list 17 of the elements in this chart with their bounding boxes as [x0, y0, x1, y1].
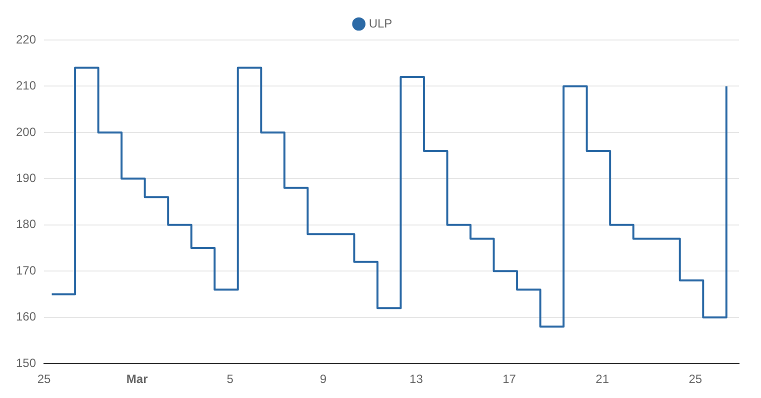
y-tick-label: 220 [16, 32, 36, 46]
x-tick-label: 9 [320, 372, 327, 386]
x-tick-label: 25 [688, 372, 702, 386]
x-tick-label: 13 [410, 372, 424, 386]
legend-label: ULP [368, 16, 392, 30]
y-tick-label: 190 [16, 171, 36, 185]
y-tick-label: 170 [16, 263, 36, 278]
x-tick-label: 25 [37, 372, 52, 386]
x-tick-label: 5 [226, 372, 234, 386]
y-tick-label: 180 [16, 217, 36, 232]
x-tick-label: Mar [126, 372, 148, 386]
y-tick-label: 210 [16, 78, 36, 93]
x-tick-label: 21 [596, 372, 610, 386]
y-tick-label: 150 [16, 356, 36, 370]
x-tick-label: 17 [502, 372, 516, 386]
y-tick-label: 160 [16, 310, 36, 324]
y-tick-label: 200 [16, 124, 36, 139]
